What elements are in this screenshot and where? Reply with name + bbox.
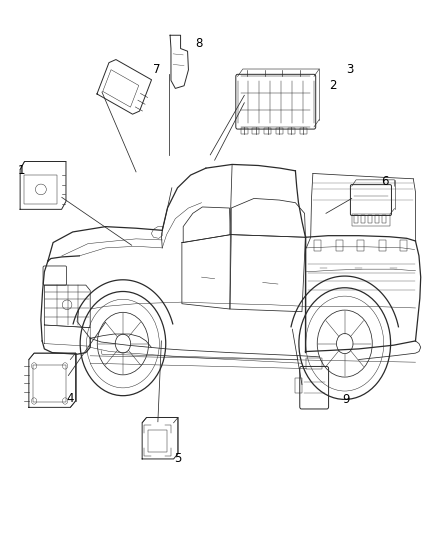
- Text: 1: 1: [18, 164, 25, 177]
- Text: 9: 9: [342, 393, 350, 406]
- Text: 5: 5: [174, 453, 181, 465]
- Text: 6: 6: [381, 175, 389, 188]
- Text: 3: 3: [346, 63, 353, 76]
- Text: 2: 2: [329, 79, 336, 92]
- Text: 7: 7: [153, 63, 161, 76]
- Text: 8: 8: [196, 37, 203, 50]
- Text: 4: 4: [67, 392, 74, 405]
